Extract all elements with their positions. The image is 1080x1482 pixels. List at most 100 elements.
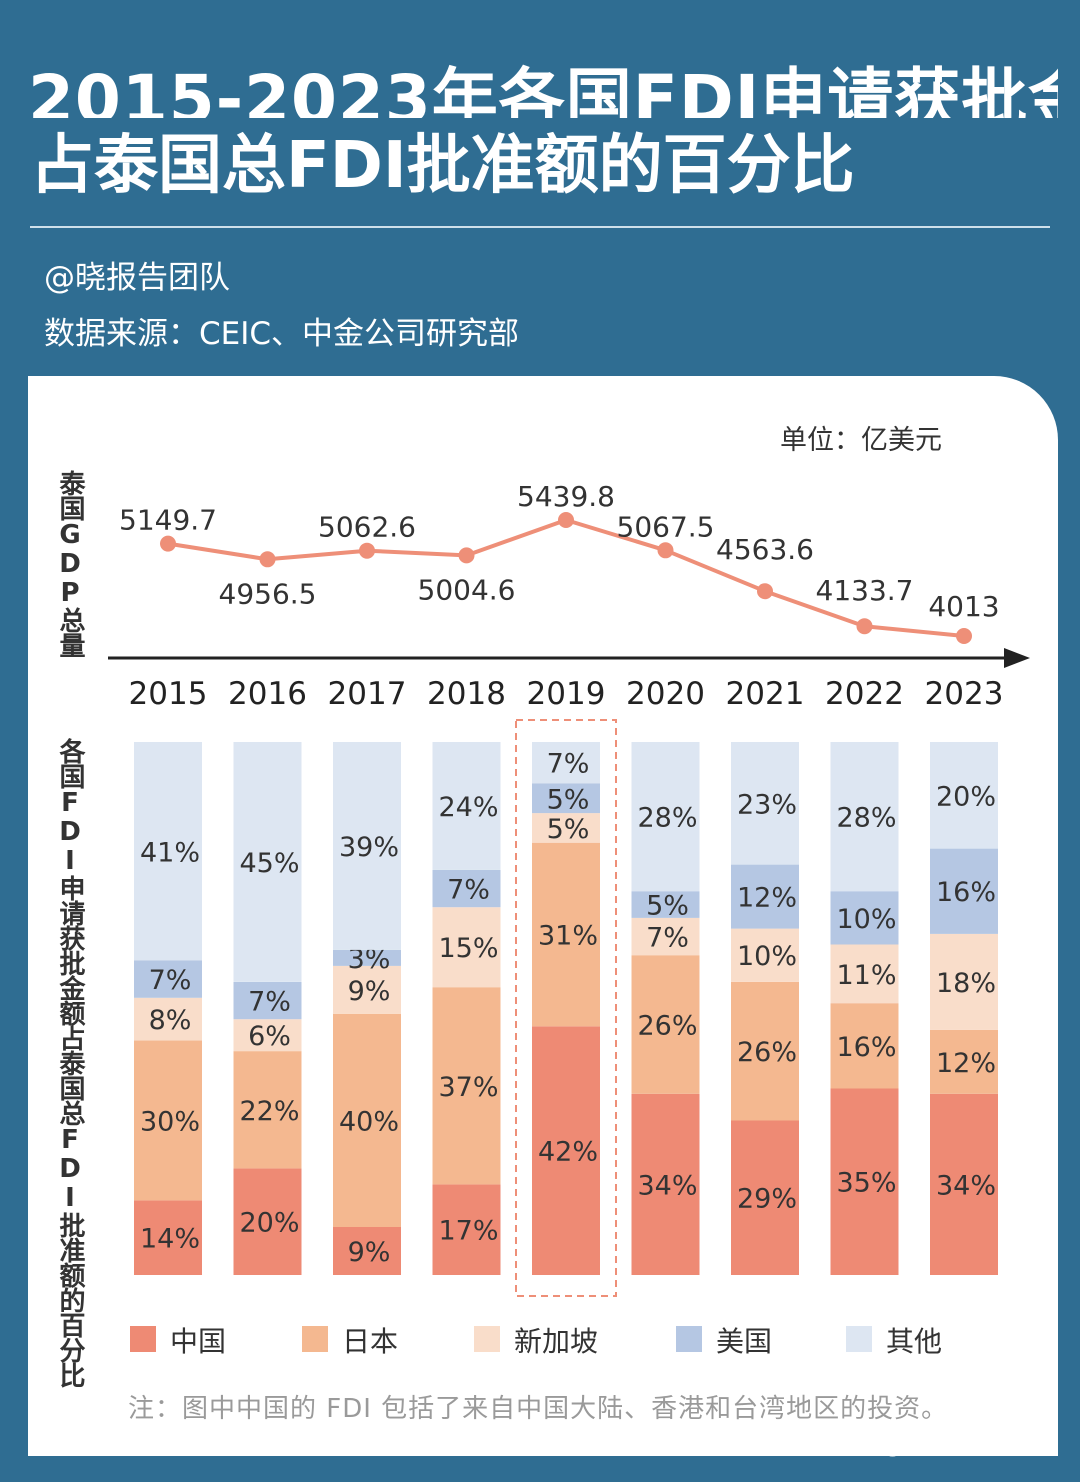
- bar-segment-usa-2020: [631, 891, 700, 918]
- legend-label-china: 中国: [170, 1325, 227, 1358]
- bar-label-china-2017: 9%: [348, 1237, 391, 1268]
- legend-label-usa: 美国: [716, 1325, 773, 1358]
- bar-segment-others-2019: [532, 742, 600, 784]
- gdp-point-2020: [657, 542, 674, 559]
- bar-segment-others-2017: [333, 742, 401, 950]
- legend-swatch-usa: [676, 1326, 702, 1352]
- bar-segment-others-2021: [731, 742, 799, 865]
- bar-segment-singapore-2018: [432, 907, 501, 988]
- bar-segment-japan-2015: [134, 1040, 202, 1201]
- bar-segment-japan-2020: [631, 955, 700, 1094]
- bar-segment-china-2015: [134, 1200, 202, 1275]
- bar-label-others-2022: 28%: [836, 803, 896, 834]
- bar-segment-singapore-2017: [333, 965, 401, 1014]
- bar-label-singapore-2017: 9%: [348, 976, 391, 1007]
- unit-label: 单位：亿美元: [780, 425, 942, 456]
- legend-swatch-japan: [302, 1326, 328, 1352]
- legend-swatch-others: [846, 1326, 872, 1352]
- bar-label-others-2021: 23%: [737, 789, 797, 820]
- bar-label-japan-2023: 12%: [936, 1048, 996, 1079]
- bar-segment-japan-2022: [830, 1003, 899, 1089]
- bar-label-japan-2017: 40%: [339, 1106, 399, 1137]
- bar-segment-china-2016: [233, 1168, 302, 1275]
- bar-segment-usa-2017: [333, 949, 401, 966]
- legend-swatch-china: [130, 1326, 156, 1352]
- year-tick-label-2019: 2019: [527, 676, 606, 712]
- x-axis-arrowhead: [1004, 648, 1030, 668]
- bar-segment-japan-2017: [333, 1013, 401, 1227]
- bar-segment-japan-2021: [731, 981, 799, 1121]
- bar-label-china-2016: 20%: [239, 1208, 299, 1239]
- gdp-value-label-2015: 5149.7: [119, 504, 217, 537]
- year-tick-label-2016: 2016: [228, 676, 307, 712]
- bar-segment-china-2022: [830, 1088, 899, 1275]
- bar-segment-others-2018: [432, 742, 501, 870]
- highlight-box-2019: [515, 719, 617, 1297]
- author-credit: @晓报告团队: [44, 260, 230, 296]
- title-line-1: 2015-2023年各国FDI申请获批金额: [28, 61, 1058, 118]
- bar-segment-usa-2015: [134, 960, 202, 998]
- bar-segment-others-2015: [134, 742, 202, 961]
- bar-label-japan-2015: 30%: [140, 1106, 200, 1137]
- bar-label-singapore-2020: 7%: [646, 923, 689, 954]
- bar-segment-singapore-2016: [233, 1019, 302, 1052]
- title-divider: [30, 226, 1050, 228]
- bar-label-others-2015: 41%: [140, 837, 200, 868]
- year-tick-label-2021: 2021: [726, 676, 805, 712]
- year-tick-label-2020: 2020: [626, 676, 705, 712]
- bar-segment-japan-2023: [930, 1029, 998, 1094]
- gdp-point-2017: [359, 542, 375, 559]
- gdp-value-label-2022: 4133.7: [816, 574, 914, 607]
- bar-segment-singapore-2015: [134, 997, 202, 1041]
- gdp-point-2018: [458, 547, 475, 564]
- bar-label-others-2023: 20%: [936, 781, 996, 812]
- bar-label-singapore-2016: 6%: [248, 1021, 291, 1052]
- bar-segment-usa-2019: [532, 783, 600, 814]
- gdp-point-2019: [558, 512, 574, 528]
- bar-segment-others-2022: [830, 742, 899, 892]
- bar-segment-usa-2021: [731, 864, 799, 929]
- bar-label-japan-2016: 22%: [239, 1096, 299, 1127]
- bar-segment-usa-2023: [930, 848, 998, 934]
- bar-label-singapore-2015: 8%: [149, 1005, 192, 1036]
- share-axis-label: 各国FDI申请获批金额占泰国总FDI批准额的百分比: [55, 738, 85, 1387]
- bar-segment-usa-2018: [432, 869, 501, 908]
- title-line-2: 占泰国总FDI批准额的百分比: [30, 129, 855, 203]
- bar-label-usa-2020: 5%: [646, 891, 689, 922]
- year-tick-label-2023: 2023: [925, 676, 1004, 712]
- year-tick-label-2017: 2017: [328, 676, 407, 712]
- bar-segment-singapore-2020: [631, 917, 700, 956]
- bar-segment-japan-2018: [432, 987, 501, 1185]
- bar-label-china-2020: 34%: [637, 1170, 697, 1201]
- bar-label-usa-2018: 7%: [447, 875, 490, 906]
- bar-segment-others-2016: [233, 742, 302, 982]
- year-tick-label-2015: 2015: [129, 676, 208, 712]
- gdp-value-label-2019: 5439.8: [517, 480, 615, 513]
- bar-segment-japan-2019: [532, 842, 600, 1027]
- bar-label-usa-2021: 12%: [737, 883, 797, 914]
- legend-label-singapore: 新加坡: [514, 1325, 599, 1358]
- legend-label-others: 其他: [886, 1325, 943, 1358]
- bar-label-others-2016: 45%: [239, 848, 299, 879]
- gdp-value-label-2021: 4563.6: [716, 533, 814, 566]
- bar-segment-china-2018: [432, 1184, 501, 1275]
- bar-label-singapore-2021: 10%: [737, 941, 797, 972]
- gdp-value-label-2020: 5067.5: [617, 510, 715, 543]
- bar-label-japan-2021: 26%: [737, 1037, 797, 1068]
- bar-segment-singapore-2019: [532, 813, 600, 843]
- year-tick-label-2022: 2022: [825, 676, 904, 712]
- header: 2015-2023年各国FDI申请获批金额 占泰国总FDI批准额的百分比 @晓报…: [0, 0, 1080, 380]
- bar-label-singapore-2023: 18%: [936, 968, 996, 999]
- year-tick-label-2018: 2018: [427, 676, 506, 712]
- bar-label-singapore-2022: 11%: [836, 960, 896, 991]
- gdp-point-2016: [259, 551, 276, 568]
- bar-label-singapore-2018: 15%: [438, 933, 498, 964]
- bar-label-japan-2019: 31%: [538, 921, 598, 952]
- bar-label-others-2019: 7%: [547, 749, 590, 780]
- bar-label-others-2020: 28%: [637, 803, 697, 834]
- bar-segment-others-2023: [930, 742, 998, 849]
- gdp-axis-label: 泰国GDP总量: [55, 470, 85, 657]
- legend-swatch-singapore: [474, 1326, 500, 1352]
- bar-segment-usa-2022: [830, 891, 899, 945]
- gdp-point-2015: [160, 535, 176, 552]
